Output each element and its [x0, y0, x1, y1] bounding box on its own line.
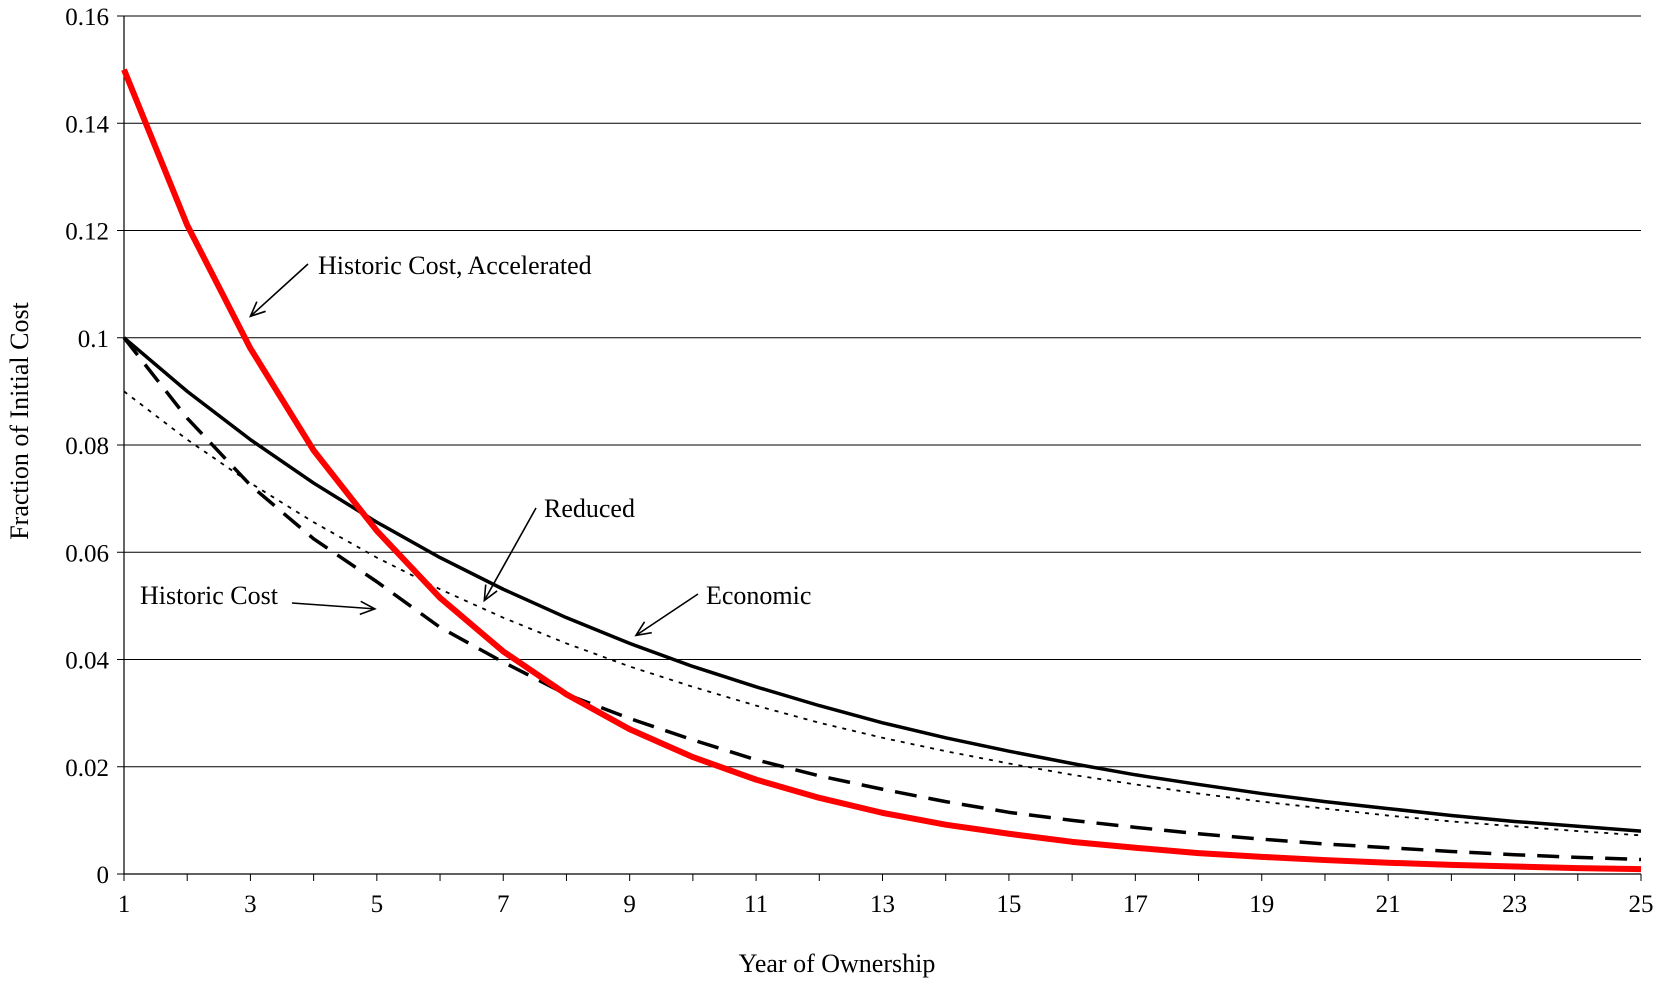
x-tick-label: 7	[497, 891, 510, 918]
x-tick-label: 25	[1629, 891, 1654, 918]
annotation-ann-reduced-arrow-head	[483, 584, 498, 603]
y-tick-label: 0.02	[65, 755, 109, 782]
annotation-ann-economic-label: Economic	[706, 581, 811, 610]
annotation-ann-accel-label: Historic Cost, Accelerated	[318, 251, 592, 280]
y-axis-title: Fraction of Initial Cost	[5, 301, 34, 539]
y-tick-label: 0.14	[65, 111, 109, 138]
x-tick-label: 21	[1376, 891, 1401, 918]
annotation-layer: Historic Cost, Accelerated Reduced Economi…	[140, 251, 811, 637]
y-tick-label: 0.16	[65, 4, 109, 31]
y-tick-label: 0.06	[65, 540, 109, 567]
y-tick-label: 0.08	[65, 433, 109, 460]
x-tick-label: 23	[1502, 891, 1527, 918]
x-tick-label: 17	[1123, 891, 1148, 918]
grid-layer	[124, 15, 1641, 768]
annotation-ann-reduced-label: Reduced	[544, 494, 635, 523]
y-tick-label: 0	[97, 862, 110, 889]
annotation-ann-accel-arrow-head	[248, 301, 266, 318]
axes	[117, 15, 1642, 881]
x-tick-label: 13	[870, 891, 895, 918]
series-layer	[121, 68, 1642, 873]
y-tick-label: 0.1	[78, 326, 109, 353]
y-tick-label: 0.12	[65, 219, 109, 246]
annotation-ann-reduced-arrow-shaft	[483, 507, 537, 601]
series-line-historic-cost	[122, 336, 1642, 862]
annotation-ann-economic-arrow-head	[634, 621, 652, 637]
x-tick-label: 1	[118, 891, 131, 918]
x-tick-label: 5	[371, 891, 384, 918]
annotation-ann-historic-label: Historic Cost	[140, 581, 279, 610]
series-line-historic-cost-accelerated	[121, 68, 1642, 873]
tick-labels: 00.020.040.060.080.10.120.140.161 3 5 7 9 11 1…	[65, 4, 1653, 918]
x-axis-title: Year of Ownership	[739, 949, 936, 978]
annotation-ann-economic-arrow-shaft	[635, 593, 699, 637]
series-line-reduced	[123, 390, 1642, 837]
series-line-economic	[122, 336, 1642, 833]
x-tick-label: 19	[1249, 891, 1274, 918]
annotation-ann-accel-arrow-shaft	[249, 263, 309, 317]
y-tick-label: 0.04	[65, 648, 109, 675]
x-tick-label: 3	[244, 891, 257, 918]
annotation-ann-historic-arrow-shaft	[291, 602, 375, 610]
x-tick-label: 11	[744, 891, 768, 918]
x-tick-label: 9	[623, 891, 636, 918]
annotation-ann-historic-arrow-head	[359, 600, 377, 616]
x-tick-label: 15	[996, 891, 1021, 918]
